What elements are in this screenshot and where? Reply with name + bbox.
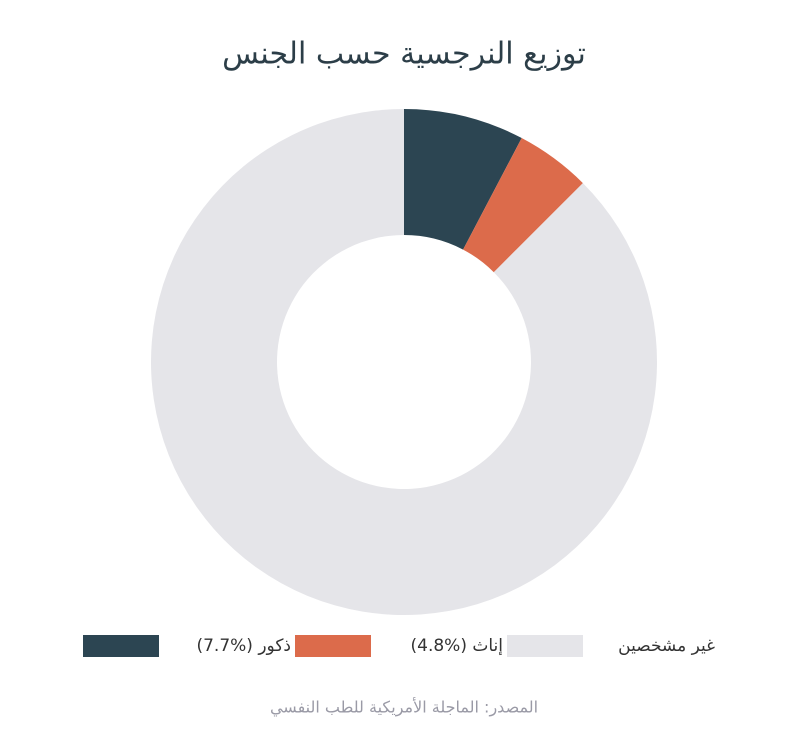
legend-swatch (295, 635, 371, 657)
source-note: المصدر: الماجلة الأمريكية للطب النفسي (270, 697, 538, 718)
legend-label: غير مشخصين (618, 636, 715, 656)
legend-swatch (507, 635, 583, 657)
donut-slice (463, 138, 583, 273)
legend-label: ذكور (%7.7) (196, 636, 291, 656)
chart-title: توزيع النرجسية حسب الجنس (222, 37, 586, 72)
donut-slice (151, 109, 657, 615)
legend-swatch (83, 635, 159, 657)
donut-slice (404, 109, 522, 250)
legend-label: إناث (%4.8) (410, 636, 503, 656)
